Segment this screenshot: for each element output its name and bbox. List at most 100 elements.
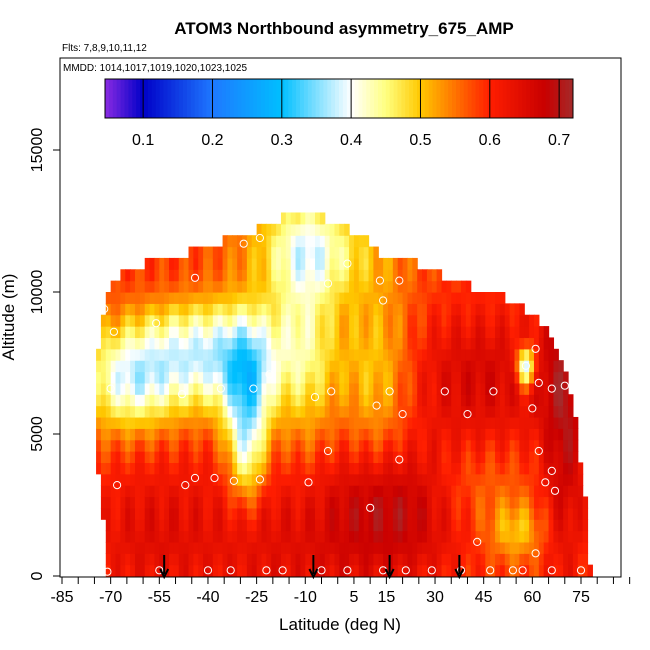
- heat-cell: [164, 382, 170, 395]
- heat-cell: [295, 246, 302, 259]
- heat-cell: [212, 451, 219, 463]
- heat-cell: [232, 416, 238, 429]
- heat-cell: [324, 394, 331, 407]
- heat-cell: [460, 280, 467, 293]
- heat-cell: [173, 394, 180, 407]
- heat-cell: [563, 394, 569, 407]
- heat-cell: [144, 564, 151, 577]
- heat-cell: [495, 530, 501, 543]
- heat-cell: [568, 519, 574, 532]
- heat-cell: [237, 326, 243, 339]
- heat-cell: [553, 507, 559, 520]
- heat-cell: [130, 564, 136, 577]
- heat-cell: [524, 553, 530, 566]
- heat-cell: [251, 451, 258, 463]
- heat-cell: [173, 485, 180, 498]
- colorbar-segment: [553, 79, 558, 118]
- heat-cell: [480, 416, 486, 429]
- heat-cell: [261, 428, 267, 441]
- heat-cell: [144, 314, 151, 327]
- heat-cell: [407, 337, 413, 350]
- heat-cell: [524, 507, 530, 520]
- heat-cell: [324, 314, 331, 327]
- x-tick-label: 60: [523, 589, 541, 606]
- heat-cell: [266, 405, 272, 418]
- heat-cell: [193, 314, 199, 327]
- heat-cell: [465, 337, 472, 350]
- heat-cell: [198, 292, 204, 304]
- heat-cell: [251, 269, 258, 282]
- heat-cell: [509, 439, 516, 452]
- heat-cell: [261, 485, 267, 498]
- heat-cell: [334, 507, 340, 520]
- heat-cell: [490, 428, 496, 441]
- heat-cell: [353, 292, 360, 304]
- heat-cell: [203, 371, 209, 384]
- heat-cell: [134, 348, 141, 361]
- heat-cell: [548, 496, 555, 509]
- heat-cell: [198, 280, 204, 293]
- heat-cell: [509, 314, 516, 327]
- heat-cell: [246, 473, 253, 486]
- heat-cell: [504, 314, 511, 327]
- heat-cell: [446, 360, 452, 373]
- heat-cell: [353, 428, 360, 441]
- heat-cell: [207, 269, 214, 282]
- sample-point: [317, 566, 326, 575]
- colorbar-segment: [483, 79, 488, 118]
- heat-cell: [441, 360, 447, 373]
- heat-cell: [446, 439, 452, 452]
- heat-cell: [271, 485, 277, 498]
- heat-cell: [529, 485, 535, 498]
- heat-cell: [417, 326, 423, 339]
- sample-point: [210, 473, 219, 483]
- heat-cell: [349, 337, 355, 350]
- heat-cell: [295, 280, 302, 293]
- heat-cell: [96, 405, 102, 418]
- heat-cell: [319, 382, 326, 395]
- heat-cell: [402, 337, 409, 350]
- colorbar-segment: [222, 79, 227, 118]
- colorbar-segment: [116, 79, 122, 118]
- heat-cell: [315, 360, 321, 373]
- colorbar-segment: [179, 79, 184, 118]
- heat-cell: [105, 326, 112, 339]
- heat-cell: [144, 348, 151, 361]
- heat-cell: [188, 257, 194, 270]
- heat-cell: [465, 439, 472, 452]
- heat-cell: [363, 541, 370, 554]
- heat-cell: [149, 326, 156, 339]
- heat-cell: [417, 292, 423, 304]
- heat-cell: [290, 541, 297, 554]
- heat-cell: [533, 314, 540, 327]
- colorbar-segment: [296, 79, 301, 118]
- heat-cell: [407, 439, 413, 452]
- heat-cell: [154, 257, 160, 270]
- heat-cell: [256, 564, 263, 577]
- heat-cell: [334, 337, 340, 350]
- heat-cell: [475, 553, 482, 566]
- heat-cell: [188, 371, 194, 384]
- heat-cell: [353, 326, 360, 339]
- heat-cell: [456, 416, 462, 429]
- heat-cell: [212, 280, 219, 293]
- heat-cell: [373, 257, 379, 270]
- heat-cell: [144, 326, 151, 339]
- heat-cell: [553, 485, 559, 498]
- heat-cell: [383, 405, 389, 418]
- heat-cell: [164, 553, 170, 566]
- heat-cell: [572, 439, 579, 452]
- heat-cell: [392, 314, 399, 327]
- heat-cell: [159, 496, 165, 509]
- heat-cell: [402, 348, 409, 361]
- heat-cell: [134, 496, 141, 509]
- heat-cell: [173, 326, 180, 339]
- heat-cell: [368, 507, 374, 520]
- sample-point: [152, 319, 161, 328]
- heat-cell: [470, 314, 477, 327]
- sample-point: [103, 273, 112, 282]
- heat-cell: [349, 462, 355, 475]
- colorbar-segment: [229, 79, 235, 118]
- heat-cell: [319, 507, 326, 520]
- heat-cell: [178, 416, 185, 429]
